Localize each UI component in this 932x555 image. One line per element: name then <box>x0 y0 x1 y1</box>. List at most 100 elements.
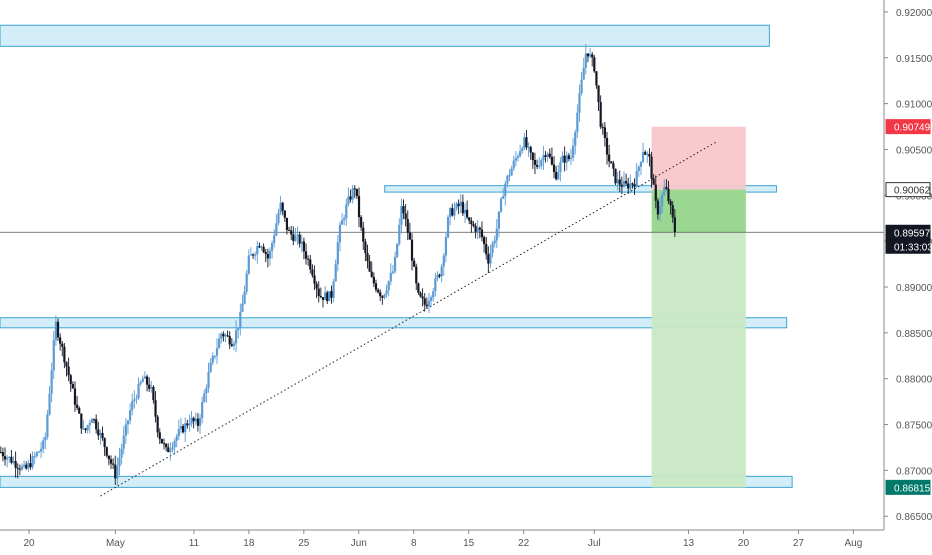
candle-body <box>605 138 609 155</box>
candle-body <box>538 165 541 167</box>
candle-body <box>413 260 416 267</box>
candle-body <box>50 370 53 394</box>
candle-body <box>16 467 19 469</box>
candle-body <box>298 234 301 244</box>
candle-body <box>429 297 433 301</box>
time-tick-label: May <box>106 538 125 549</box>
candle-body <box>535 164 539 167</box>
candle-body <box>497 211 501 229</box>
candle-body <box>294 235 297 241</box>
candles-group <box>0 44 676 486</box>
candle-body <box>239 312 242 328</box>
time-tick-label: Aug <box>844 538 862 549</box>
candle-body <box>281 202 284 211</box>
candle-body <box>158 432 161 439</box>
candle-body <box>141 378 144 383</box>
stop-loss-zone[interactable] <box>651 126 746 190</box>
candle-body <box>472 224 475 226</box>
candle-body <box>357 195 361 218</box>
candle-body <box>406 219 409 233</box>
candle-body <box>179 426 183 430</box>
price-label-box <box>885 119 931 135</box>
candle-body <box>330 291 333 298</box>
candle-body <box>260 246 263 248</box>
candle-body <box>220 333 223 339</box>
price-label-text: 0.89597 <box>894 228 931 239</box>
candle-body <box>527 146 530 148</box>
candle-body <box>29 463 32 468</box>
candle-body <box>307 258 310 260</box>
candle-body <box>3 456 7 460</box>
candle-body <box>637 166 640 172</box>
candle-body <box>264 252 267 254</box>
candle-body <box>73 388 77 405</box>
candle-body <box>48 393 51 415</box>
price-label-text: 01:33:03 <box>894 242 932 253</box>
candle-body <box>550 156 554 165</box>
candle-body <box>256 246 259 255</box>
candle-body <box>247 255 250 274</box>
candle-body <box>601 126 604 128</box>
candle-body <box>309 259 312 270</box>
candle-body <box>610 161 613 164</box>
candle-body <box>444 237 448 256</box>
zone-box[interactable] <box>0 24 770 47</box>
candle-body <box>584 53 587 68</box>
zone-box[interactable] <box>0 317 788 329</box>
candle-body <box>627 183 630 189</box>
candle-body <box>572 145 575 158</box>
candle-body <box>391 271 395 273</box>
candle-body <box>482 237 486 244</box>
candle-body <box>313 275 316 284</box>
candle-body <box>487 254 490 264</box>
price-label-box <box>885 182 931 198</box>
candle-body <box>25 464 28 469</box>
candle-body <box>387 281 390 291</box>
candle-body <box>23 464 26 467</box>
candle-body <box>665 186 668 189</box>
candle-body <box>618 179 621 185</box>
candle-body <box>542 155 545 161</box>
candle-body <box>148 384 151 389</box>
candle-body <box>290 230 293 235</box>
candle-body <box>224 335 227 337</box>
candle-body <box>451 208 454 216</box>
candle-body <box>171 447 174 450</box>
candle-body <box>80 413 83 429</box>
candle-body <box>374 283 378 290</box>
candle-body <box>620 184 623 187</box>
candle-body <box>116 466 119 479</box>
candle-body <box>355 188 358 196</box>
candle-body <box>326 292 329 302</box>
price-tick-label: 0.86500 <box>896 512 932 523</box>
take-profit-zone[interactable] <box>651 189 746 488</box>
time-tick-label: 13 <box>683 538 695 549</box>
candle-body <box>215 348 219 356</box>
candle-body <box>519 151 522 157</box>
candle-body <box>205 388 208 394</box>
zone-box[interactable] <box>0 475 793 488</box>
candle-body <box>521 148 524 152</box>
candle-body <box>476 227 479 232</box>
candle-body <box>192 417 195 422</box>
candle-body <box>139 382 142 384</box>
candle-body <box>112 463 115 465</box>
candle-body <box>262 246 265 253</box>
candle-body <box>586 53 590 57</box>
candle-body <box>198 418 202 426</box>
candle-body <box>65 362 68 367</box>
candle-body <box>372 276 375 284</box>
price-tick-label: 0.88500 <box>896 329 932 340</box>
candle-body <box>338 224 342 243</box>
candle-body <box>268 250 272 259</box>
candle-body <box>92 419 96 421</box>
candle-body <box>18 468 21 470</box>
candle-body <box>124 424 127 436</box>
candle-body <box>533 159 537 165</box>
candle-body <box>203 393 206 402</box>
zone-box[interactable] <box>384 185 777 193</box>
candle-body <box>552 164 556 173</box>
time-tick-label: 11 <box>189 538 200 549</box>
